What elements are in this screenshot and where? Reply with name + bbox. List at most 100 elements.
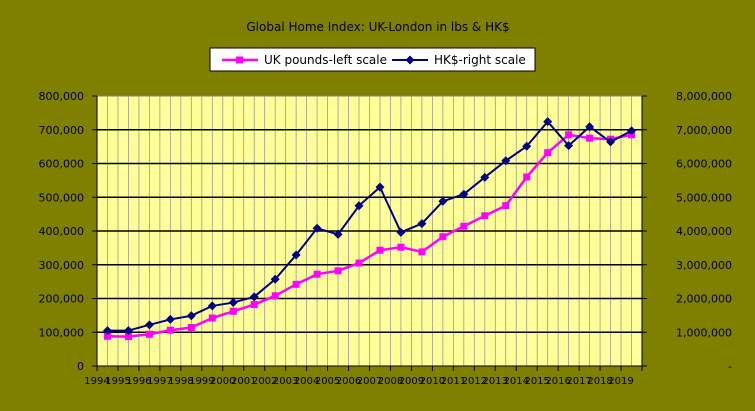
data-point-hk <box>123 326 133 336</box>
data-point-uk <box>208 314 216 322</box>
data-point-hk <box>291 250 301 260</box>
data-point-uk <box>502 202 510 210</box>
x-tick-label: 2014 <box>504 376 529 387</box>
data-point-uk <box>355 259 363 267</box>
x-tick-label: 2000 <box>210 376 235 387</box>
data-point-hk <box>522 141 532 151</box>
x-tick-label: 2017 <box>566 376 591 387</box>
data-point-uk <box>460 222 468 230</box>
data-point-uk <box>124 333 132 341</box>
left-tick-label: 0 <box>77 360 84 373</box>
x-tick-label: 2011 <box>441 376 466 387</box>
x-tick-label: 1995 <box>105 376 130 387</box>
data-point-hk <box>270 274 280 284</box>
x-tick-label: 1999 <box>189 376 214 387</box>
right-tick-label: 7,000,000 <box>676 124 732 137</box>
data-point-uk <box>544 149 552 157</box>
data-point-hk <box>459 189 469 199</box>
x-tick-label: 2009 <box>399 376 424 387</box>
x-tick-label: 2013 <box>483 376 508 387</box>
data-point-hk <box>228 298 238 308</box>
data-point-hk <box>144 320 154 330</box>
data-point-uk <box>565 131 573 139</box>
left-tick-label: 200,000 <box>39 293 85 306</box>
x-tick-label: 2003 <box>273 376 298 387</box>
data-point-hk <box>333 229 343 239</box>
data-point-hk <box>564 141 574 151</box>
data-point-hk <box>375 182 385 192</box>
data-point-uk <box>523 173 531 181</box>
x-tick-label: 2018 <box>587 376 612 387</box>
legend-marker-uk <box>236 56 243 64</box>
x-tick-label: 2007 <box>357 376 382 387</box>
right-tick-label: - <box>728 360 732 373</box>
data-point-uk <box>166 326 174 334</box>
left-axis: 0 100,000 200,000 300,000 400,000 500,000 600,… <box>39 90 98 373</box>
data-point-hk <box>354 201 364 211</box>
x-tick-label: 2016 <box>545 376 570 387</box>
series-group <box>102 117 637 341</box>
legend: UK pounds-left scale HK$-right scale <box>209 47 536 72</box>
left-tick-label: 400,000 <box>39 225 85 238</box>
right-tick-label: 4,000,000 <box>676 225 732 238</box>
data-point-uk <box>586 134 594 142</box>
left-tick-label: 700,000 <box>39 124 85 137</box>
data-point-uk <box>271 292 279 300</box>
data-point-hk <box>396 227 406 237</box>
data-point-uk <box>439 233 447 241</box>
data-point-hk <box>543 117 553 127</box>
right-tick-label: 6,000,000 <box>676 158 732 171</box>
right-tick-label: 3,000,000 <box>676 259 732 272</box>
x-axis: 1994199519961997199819992000200120022003… <box>84 365 643 387</box>
right-tick-label: 8,000,000 <box>676 90 732 103</box>
data-point-hk <box>186 311 196 321</box>
data-point-uk <box>250 301 258 309</box>
data-point-hk <box>585 122 595 132</box>
left-tick-label: 500,000 <box>39 191 85 204</box>
legend-label-uk: UK pounds-left scale <box>264 53 387 67</box>
x-tick-label: 2012 <box>462 376 487 387</box>
legend-label-hk: HK$-right scale <box>434 53 526 67</box>
left-tick-label: 600,000 <box>39 158 85 171</box>
left-tick-label: 300,000 <box>39 259 85 272</box>
data-point-uk <box>103 332 111 340</box>
left-tick-label: 100,000 <box>39 326 85 339</box>
data-point-hk <box>480 172 490 182</box>
x-tick-label: 2019 <box>608 376 633 387</box>
data-point-hk <box>501 156 511 166</box>
chart-title: Global Home Index: UK-London in lbs & HK… <box>246 20 509 34</box>
x-tick-label: 2001 <box>231 376 256 387</box>
x-tick-label: 2008 <box>378 376 403 387</box>
x-tick-label: 2004 <box>294 376 319 387</box>
x-tick-label: 1994 <box>84 376 109 387</box>
x-tick-label: 2005 <box>315 376 340 387</box>
data-point-uk <box>481 212 489 220</box>
data-point-hk <box>627 126 637 136</box>
data-point-hk <box>312 223 322 233</box>
data-point-uk <box>418 248 426 256</box>
data-point-uk <box>145 330 153 338</box>
legend-marker-hk <box>405 55 415 65</box>
right-tick-label: 1,000,000 <box>676 326 732 339</box>
x-tick-label: 1996 <box>126 376 151 387</box>
data-point-hk <box>207 301 217 311</box>
x-tick-label: 1998 <box>168 376 193 387</box>
data-point-uk <box>313 270 321 278</box>
data-point-uk <box>376 246 384 254</box>
data-point-hk <box>249 292 259 302</box>
data-point-hk <box>606 137 616 147</box>
data-point-hk <box>102 326 112 336</box>
x-tick-label: 1997 <box>147 376 172 387</box>
x-tick-label: 2015 <box>524 376 549 387</box>
right-tick-label: 5,000,000 <box>676 191 732 204</box>
x-tick-label: 2006 <box>336 376 361 387</box>
series-line-hk <box>107 120 632 332</box>
data-point-uk <box>397 243 405 251</box>
data-point-uk <box>292 280 300 288</box>
x-tick-label: 2002 <box>252 376 277 387</box>
data-point-hk <box>165 314 175 324</box>
x-tick-label: 2010 <box>420 376 445 387</box>
data-point-uk <box>187 324 195 332</box>
data-point-hk <box>417 219 427 229</box>
